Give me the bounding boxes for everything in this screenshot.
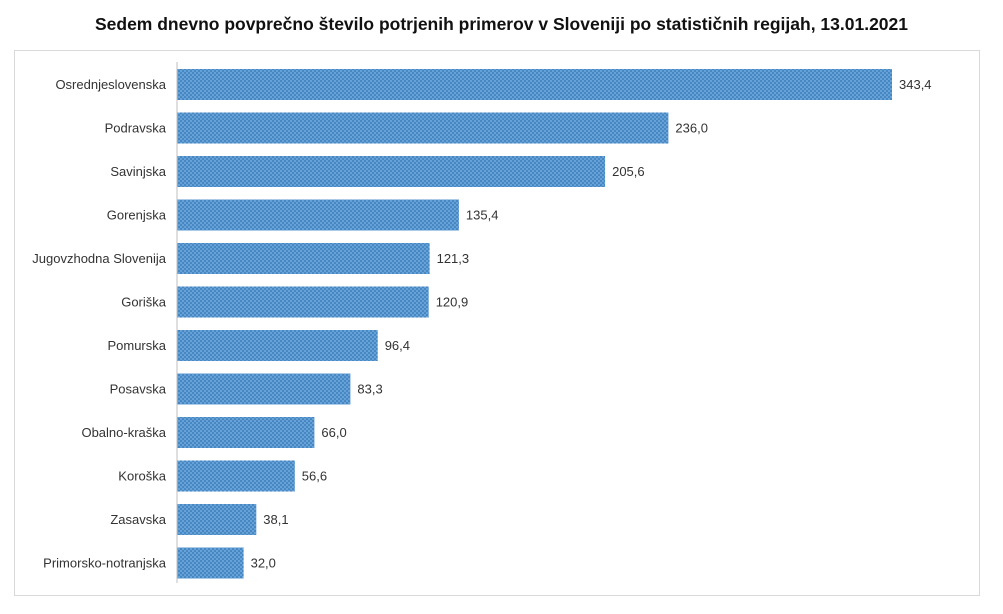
bar-gorenjska	[177, 199, 459, 231]
value-label: 205,6	[612, 164, 645, 179]
bars-group: Osrednjeslovenska 343,4 Podravska 236,0 Savi…	[32, 69, 932, 579]
bar-savinjska	[177, 156, 606, 187]
bar-gori-ka	[177, 286, 429, 318]
bar-posavska	[177, 373, 351, 405]
chart-title: Sedem dnevno povprečno število potrjenih…	[94, 14, 908, 34]
value-label: 38,1	[263, 512, 288, 527]
bar-podravska	[177, 112, 669, 144]
value-label: 135,4	[466, 208, 499, 223]
bar-obalno-kra-ka	[177, 417, 315, 448]
bar-jugovzhodna-slovenija	[177, 243, 430, 274]
bar-koro-ka	[177, 460, 295, 492]
value-label: 120,9	[436, 295, 469, 310]
bar-zasavska	[177, 504, 257, 535]
category-label: Primorsko-notranjska	[43, 556, 167, 571]
category-label: Osrednjeslovenska	[55, 77, 166, 92]
bar-pomurska	[177, 330, 378, 361]
category-label: Koroška	[118, 469, 166, 484]
category-label: Podravska	[105, 121, 167, 136]
category-label: Jugovzhodna Slovenija	[32, 251, 166, 266]
value-label: 83,3	[357, 382, 382, 397]
bar-primorsko-notranjska	[177, 547, 244, 579]
value-label: 56,6	[302, 469, 327, 484]
category-label: Pomurska	[107, 338, 166, 353]
category-label: Posavska	[110, 382, 167, 397]
plot-area-frame	[14, 50, 980, 596]
value-label: 343,4	[899, 77, 932, 92]
category-label: Goriška	[121, 295, 167, 310]
category-label: Gorenjska	[107, 208, 167, 223]
value-label: 32,0	[251, 556, 276, 571]
value-label: 66,0	[321, 425, 346, 440]
category-label: Obalno-kraška	[81, 425, 166, 440]
category-label: Zasavska	[110, 512, 166, 527]
category-label: Savinjska	[110, 164, 166, 179]
value-label: 121,3	[437, 251, 470, 266]
bar-osrednjeslovenska	[177, 69, 892, 100]
value-label: 96,4	[385, 338, 410, 353]
value-label: 236,0	[675, 121, 708, 136]
